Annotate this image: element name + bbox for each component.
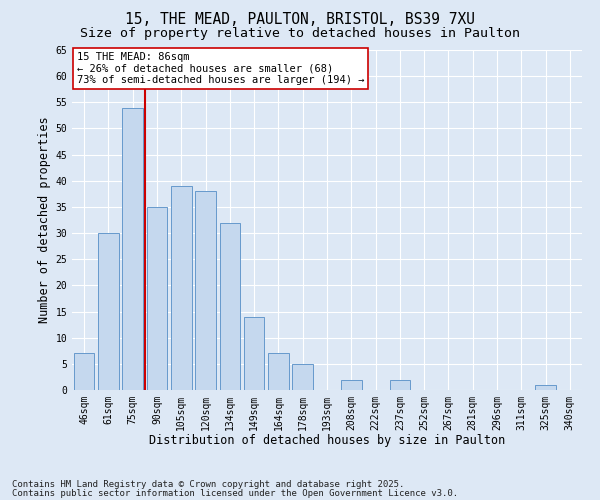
Bar xyxy=(268,354,289,390)
Bar xyxy=(122,108,143,390)
Bar xyxy=(341,380,362,390)
Bar xyxy=(220,222,240,390)
Text: Contains public sector information licensed under the Open Government Licence v3: Contains public sector information licen… xyxy=(12,488,458,498)
Bar xyxy=(389,380,410,390)
Bar xyxy=(74,354,94,390)
Bar xyxy=(146,207,167,390)
Bar xyxy=(171,186,191,390)
Text: Size of property relative to detached houses in Paulton: Size of property relative to detached ho… xyxy=(80,28,520,40)
Bar xyxy=(292,364,313,390)
X-axis label: Distribution of detached houses by size in Paulton: Distribution of detached houses by size … xyxy=(149,434,505,448)
Y-axis label: Number of detached properties: Number of detached properties xyxy=(38,116,51,324)
Bar xyxy=(535,385,556,390)
Bar xyxy=(244,317,265,390)
Text: 15, THE MEAD, PAULTON, BRISTOL, BS39 7XU: 15, THE MEAD, PAULTON, BRISTOL, BS39 7XU xyxy=(125,12,475,28)
Text: 15 THE MEAD: 86sqm
← 26% of detached houses are smaller (68)
73% of semi-detache: 15 THE MEAD: 86sqm ← 26% of detached hou… xyxy=(77,52,365,85)
Bar xyxy=(195,191,216,390)
Text: Contains HM Land Registry data © Crown copyright and database right 2025.: Contains HM Land Registry data © Crown c… xyxy=(12,480,404,489)
Bar xyxy=(98,233,119,390)
